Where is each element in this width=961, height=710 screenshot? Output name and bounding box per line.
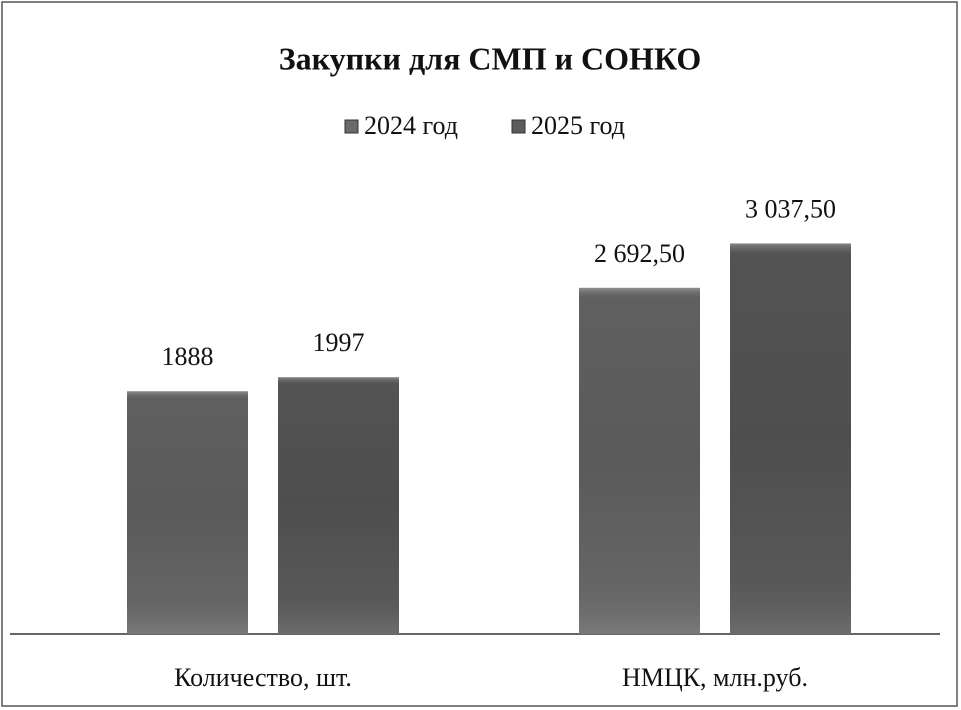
legend-swatch bbox=[511, 119, 526, 134]
legend-label: 2024 год bbox=[364, 111, 458, 140]
bar-shade bbox=[730, 243, 851, 634]
x-tick-label: Количество, шт. bbox=[174, 663, 352, 692]
data-label: 3 037,50 bbox=[745, 194, 836, 223]
chart-title: Закупки для СМП и СОНКО bbox=[279, 40, 701, 76]
bar-shade bbox=[278, 377, 399, 634]
data-label: 2 692,50 bbox=[594, 239, 685, 268]
bar-shade bbox=[127, 391, 248, 634]
legend-swatch bbox=[344, 119, 359, 134]
legend-label: 2025 год bbox=[531, 111, 625, 140]
data-label: 1888 bbox=[162, 342, 214, 371]
data-label: 1997 bbox=[313, 328, 365, 357]
bar-shade bbox=[579, 287, 700, 634]
x-tick-label: НМЦК, млн.руб. bbox=[622, 663, 808, 692]
